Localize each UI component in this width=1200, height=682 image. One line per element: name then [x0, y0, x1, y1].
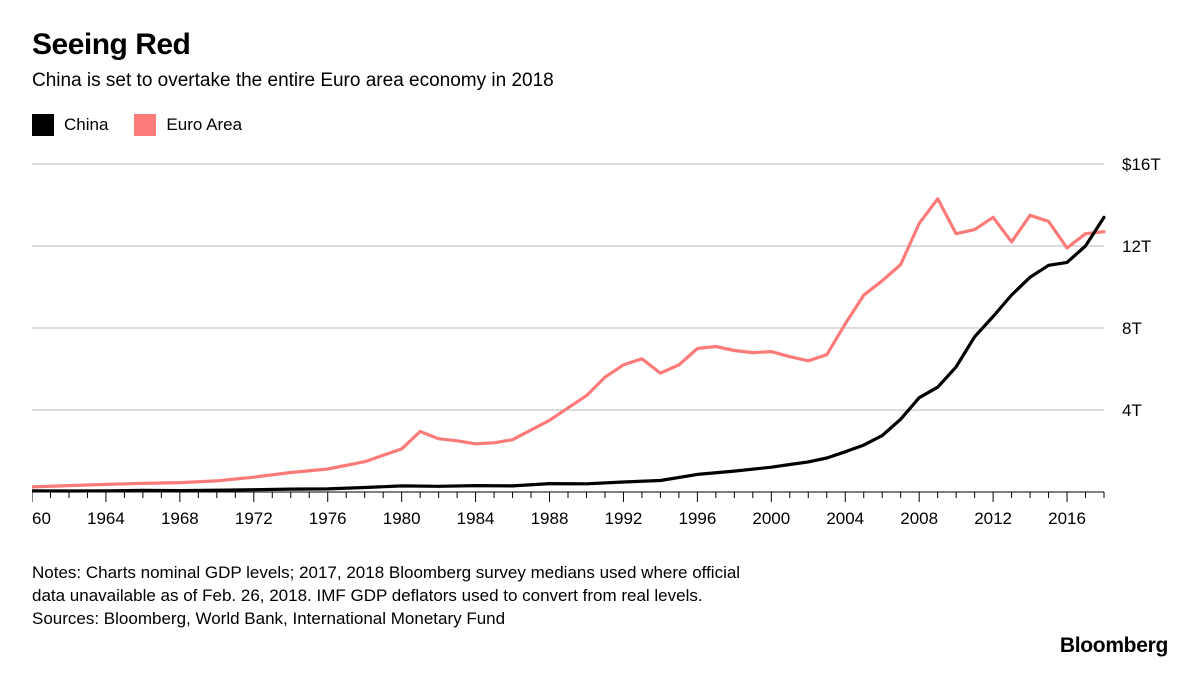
notes-line-1: Notes: Charts nominal GDP levels; 2017, …	[32, 562, 912, 585]
svg-text:1968: 1968	[161, 509, 199, 528]
svg-text:1984: 1984	[457, 509, 495, 528]
legend-label-china: China	[64, 115, 108, 135]
legend-label-euro: Euro Area	[166, 115, 242, 135]
svg-text:1960: 1960	[32, 509, 51, 528]
chart-title: Seeing Red	[32, 28, 1168, 62]
chart-area: $16T 12T 8T 4T 1960 1964 1968 1972 1976 1980 1984 1…	[32, 154, 1168, 544]
svg-text:1996: 1996	[678, 509, 716, 528]
svg-text:1964: 1964	[87, 509, 125, 528]
notes-line-2: data unavailable as of Feb. 26, 2018. IM…	[32, 585, 912, 608]
svg-text:8T: 8T	[1122, 319, 1142, 338]
brand-logo: Bloomberg	[1060, 634, 1168, 658]
svg-text:1992: 1992	[605, 509, 643, 528]
svg-text:2012: 2012	[974, 509, 1012, 528]
svg-text:1976: 1976	[309, 509, 347, 528]
svg-text:1988: 1988	[531, 509, 569, 528]
notes-line-3: Sources: Bloomberg, World Bank, Internat…	[32, 608, 912, 631]
svg-text:12T: 12T	[1122, 237, 1151, 256]
svg-text:1980: 1980	[383, 509, 421, 528]
svg-text:$16T: $16T	[1122, 155, 1161, 174]
svg-text:1972: 1972	[235, 509, 273, 528]
svg-text:4T: 4T	[1122, 401, 1142, 420]
svg-text:2008: 2008	[900, 509, 938, 528]
legend: China Euro Area	[32, 114, 1168, 136]
legend-swatch-china	[32, 114, 54, 136]
svg-text:2000: 2000	[752, 509, 790, 528]
legend-item-euro: Euro Area	[134, 114, 242, 136]
chart-notes: Notes: Charts nominal GDP levels; 2017, …	[32, 562, 912, 631]
line-chart-svg: $16T 12T 8T 4T 1960 1964 1968 1972 1976 1980 1984 1…	[32, 154, 1168, 544]
svg-text:2016: 2016	[1048, 509, 1086, 528]
svg-text:2004: 2004	[826, 509, 864, 528]
legend-item-china: China	[32, 114, 108, 136]
chart-subtitle: China is set to overtake the entire Euro…	[32, 70, 1168, 92]
legend-swatch-euro	[134, 114, 156, 136]
